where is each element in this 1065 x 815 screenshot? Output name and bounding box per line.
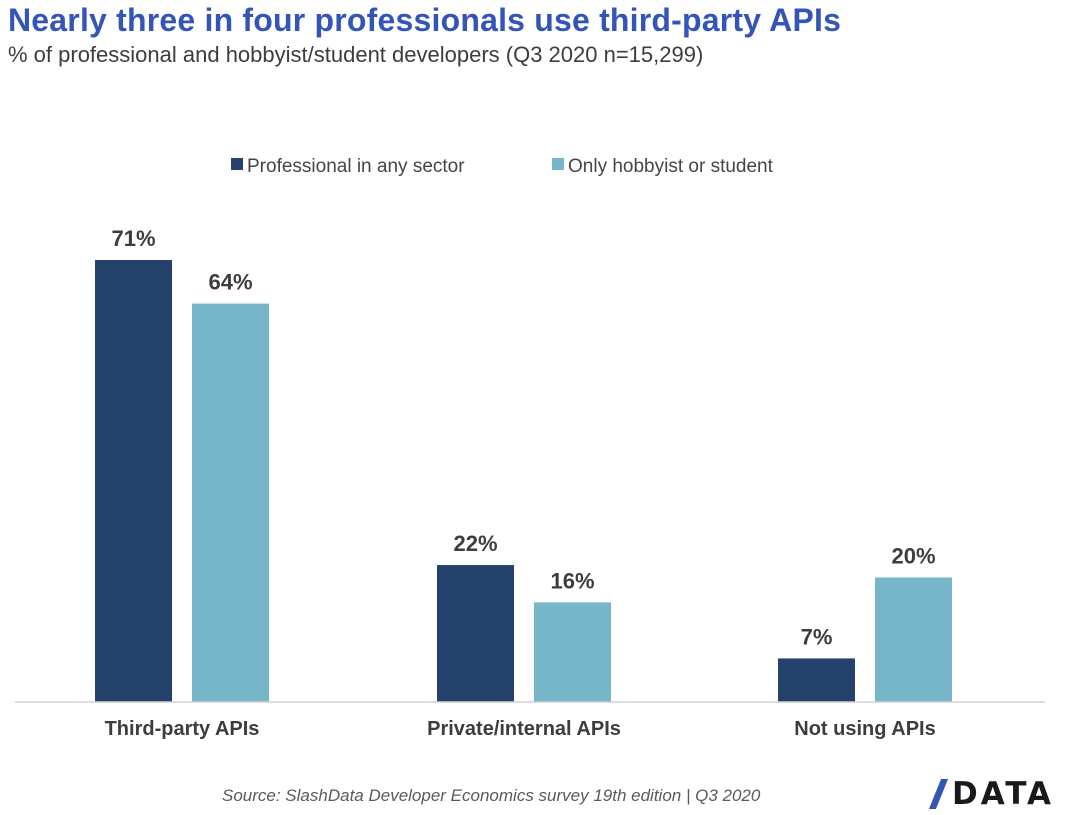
- bar-2-1: [875, 577, 952, 702]
- value-label-2-1: 20%: [891, 543, 935, 568]
- legend-swatch-1: [552, 158, 564, 170]
- legend-swatch-0: [231, 158, 243, 170]
- bar-1-1: [534, 602, 611, 702]
- chart-subtitle: % of professional and hobbyist/student d…: [8, 42, 704, 67]
- bar-2-0: [778, 658, 855, 702]
- value-label-1-0: 22%: [453, 531, 497, 556]
- value-label-2-0: 7%: [801, 624, 833, 649]
- bars: 71% 64% 22% 16% 7% 20%: [95, 226, 952, 702]
- legend-label-0: Professional in any sector: [247, 156, 465, 177]
- value-label-1-1: 16%: [550, 568, 594, 593]
- category-label-0: Third-party APIs: [105, 718, 260, 740]
- category-label-1: Private/internal APIs: [427, 718, 621, 740]
- category-labels: Third-party APIs Private/internal APIs Not…: [105, 718, 936, 740]
- bar-0-1: [192, 303, 269, 702]
- bar-chart: Professional in any sector Only hobbyist …: [15, 156, 1045, 740]
- logo-slash-mark: [928, 779, 949, 809]
- bar-0-0: [95, 260, 172, 702]
- source-note: Source: SlashData Developer Economics su…: [222, 786, 761, 805]
- legend-label-1: Only hobbyist or student: [568, 156, 774, 177]
- category-label-2: Not using APIs: [794, 718, 935, 740]
- value-label-0-0: 71%: [111, 226, 155, 251]
- chart-title: Nearly three in four professionals use t…: [8, 2, 842, 38]
- logo-text: DATA: [952, 776, 1055, 812]
- slashdata-logo: DATA: [928, 776, 1055, 812]
- value-label-0-1: 64%: [208, 270, 252, 295]
- bar-1-0: [437, 565, 514, 702]
- legend: Professional in any sector Only hobbyist …: [231, 156, 774, 177]
